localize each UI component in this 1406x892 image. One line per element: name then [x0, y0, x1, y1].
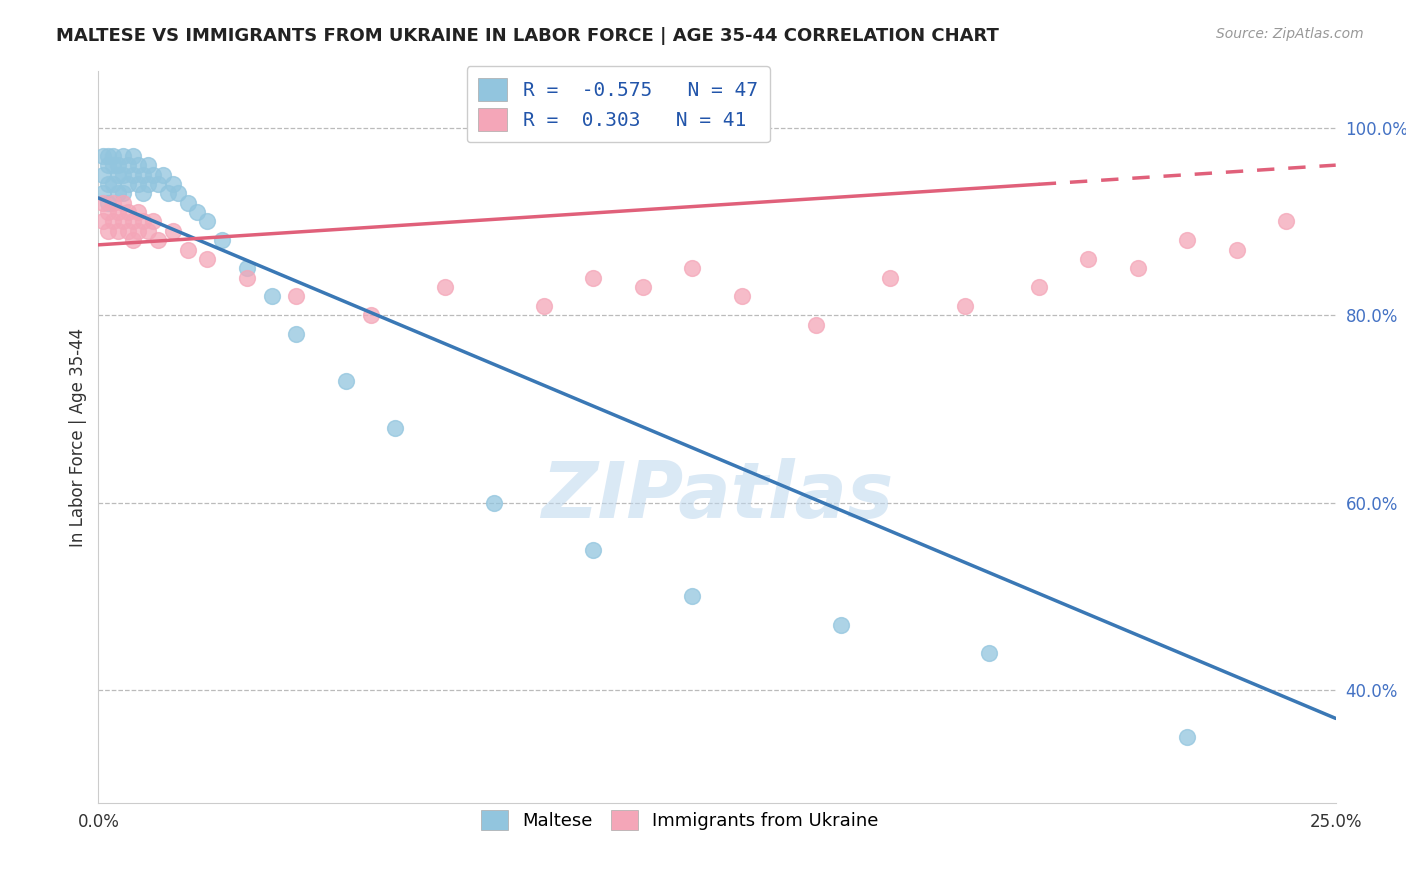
Point	[484, 496, 506, 510]
Point	[117, 224, 139, 238]
Point	[176, 195, 198, 210]
Point	[195, 252, 218, 266]
Point	[1175, 730, 1198, 744]
Point	[112, 149, 135, 163]
Point	[127, 177, 149, 191]
Point	[132, 186, 155, 201]
Point	[1126, 261, 1149, 276]
Point	[107, 186, 129, 201]
Point	[146, 177, 169, 191]
Point	[631, 280, 654, 294]
Point	[156, 186, 179, 201]
Point	[93, 186, 115, 201]
Point	[953, 299, 976, 313]
Point	[681, 261, 703, 276]
Point	[166, 186, 188, 201]
Point	[142, 168, 165, 182]
Point	[582, 542, 605, 557]
Point	[93, 168, 115, 182]
Point	[103, 195, 125, 210]
Point	[112, 214, 135, 228]
Point	[285, 289, 308, 303]
Text: ZIPatlas: ZIPatlas	[541, 458, 893, 533]
Point	[176, 243, 198, 257]
Text: Source: ZipAtlas.com: Source: ZipAtlas.com	[1216, 27, 1364, 41]
Point	[236, 270, 259, 285]
Point	[979, 646, 1001, 660]
Point	[93, 214, 115, 228]
Text: MALTESE VS IMMIGRANTS FROM UKRAINE IN LABOR FORCE | AGE 35-44 CORRELATION CHART: MALTESE VS IMMIGRANTS FROM UKRAINE IN LA…	[56, 27, 1000, 45]
Point	[97, 224, 120, 238]
Point	[103, 214, 125, 228]
Point	[211, 233, 233, 247]
Point	[93, 149, 115, 163]
Point	[97, 205, 120, 219]
Point	[112, 195, 135, 210]
Point	[1028, 280, 1050, 294]
Point	[533, 299, 555, 313]
Point	[122, 214, 145, 228]
Point	[103, 149, 125, 163]
Point	[117, 205, 139, 219]
Point	[107, 224, 129, 238]
Point	[122, 233, 145, 247]
Point	[127, 224, 149, 238]
Point	[97, 149, 120, 163]
Point	[122, 149, 145, 163]
Point	[93, 195, 115, 210]
Point	[107, 205, 129, 219]
Point	[582, 270, 605, 285]
Point	[97, 195, 120, 210]
Point	[117, 158, 139, 172]
Point	[830, 617, 852, 632]
Point	[136, 224, 159, 238]
Point	[132, 214, 155, 228]
Point	[162, 177, 184, 191]
Point	[103, 177, 125, 191]
Point	[195, 214, 218, 228]
Point	[142, 214, 165, 228]
Point	[433, 280, 456, 294]
Point	[146, 233, 169, 247]
Point	[107, 158, 129, 172]
Point	[1226, 243, 1249, 257]
Point	[1077, 252, 1099, 266]
Point	[879, 270, 901, 285]
Point	[804, 318, 827, 332]
Point	[136, 177, 159, 191]
Point	[260, 289, 283, 303]
Point	[285, 326, 308, 341]
Point	[1275, 214, 1298, 228]
Y-axis label: In Labor Force | Age 35-44: In Labor Force | Age 35-44	[69, 327, 87, 547]
Point	[162, 224, 184, 238]
Point	[152, 168, 174, 182]
Point	[112, 186, 135, 201]
Point	[117, 177, 139, 191]
Point	[97, 177, 120, 191]
Point	[731, 289, 754, 303]
Point	[186, 205, 208, 219]
Point	[112, 168, 135, 182]
Point	[1175, 233, 1198, 247]
Point	[97, 158, 120, 172]
Point	[127, 205, 149, 219]
Point	[360, 308, 382, 322]
Point	[107, 168, 129, 182]
Point	[132, 168, 155, 182]
Point	[681, 590, 703, 604]
Legend: Maltese, Immigrants from Ukraine: Maltese, Immigrants from Ukraine	[474, 803, 886, 838]
Point	[384, 420, 406, 434]
Point	[136, 158, 159, 172]
Point	[122, 168, 145, 182]
Point	[236, 261, 259, 276]
Point	[127, 158, 149, 172]
Point	[335, 374, 357, 388]
Point	[103, 158, 125, 172]
